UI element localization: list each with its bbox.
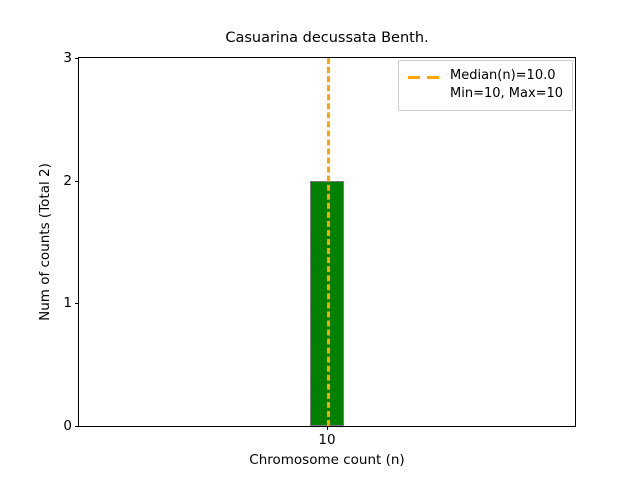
y-tick-mark [75, 303, 79, 305]
y-tick-label: 1 [63, 295, 72, 312]
legend-minmax-label: Min=10, Max=10 [450, 86, 564, 101]
plot-area: 0 1 2 3 10 [63, 51, 576, 448]
y-tick-mark [75, 180, 79, 182]
y-tick-label: 0 [63, 418, 72, 434]
legend-entry-text: Median(n)=10.0 Min=10, Max=10 [450, 67, 563, 103]
y-tick-label: 2 [63, 172, 72, 189]
legend-median-line-icon [408, 69, 441, 85]
x-tick-mark [327, 426, 328, 430]
y-tick-mark [75, 426, 79, 427]
plot-inner [79, 58, 575, 426]
bar [309, 180, 345, 426]
page-title: Casuarina decussata Benth. [225, 30, 429, 46]
x-axis-label: Chromosome count (n) [249, 452, 405, 468]
median-line-icon [327, 58, 330, 426]
y-tick-label: 3 [63, 50, 72, 66]
y-axis-label: Num of counts (Total 2) [37, 163, 53, 321]
x-tick-label: 10 [318, 432, 336, 448]
y-tick-mark [75, 58, 79, 59]
legend-median-label: Median(n)=10.0 [450, 68, 556, 83]
legend: Median(n)=10.0 Min=10, Max=10 [398, 60, 574, 111]
